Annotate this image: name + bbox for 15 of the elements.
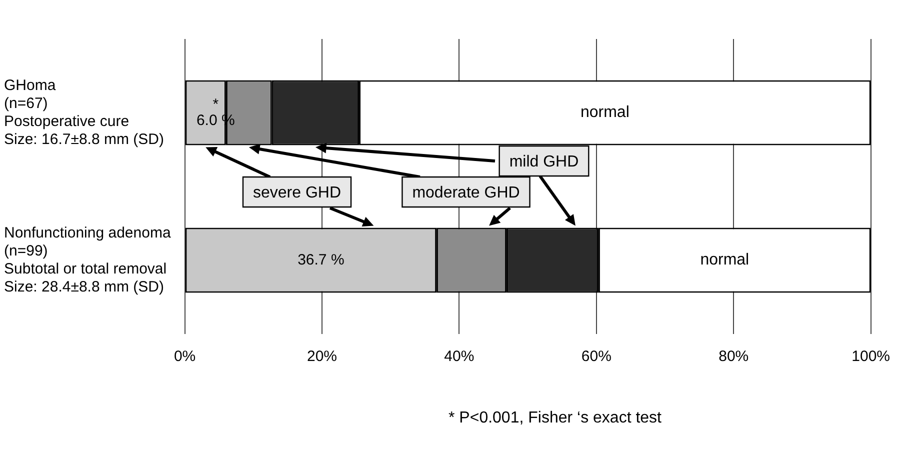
y-tick-label: GHoma (n=67) Postoperative cure Size: 16.7±8.8 mm (SD) (4, 76, 164, 148)
text: mild GHD (509, 153, 579, 170)
series-label: severe GHD (252, 184, 342, 202)
text: * P<0.001, Fisher ‘s exact test (448, 409, 662, 426)
x-tick-label: 80% (718, 348, 749, 366)
y-tick-label: Nonfunctioning adenoma (n=99) Subtotal or total removal Size: 28.4±8.8 mm (SD) (4, 224, 172, 296)
series-label: normal (700, 252, 750, 269)
x-tick-label: 20% (306, 348, 338, 366)
data-label: 36.7 % (298, 251, 344, 268)
x-tick-label: 0% (174, 348, 196, 366)
text: normal (580, 104, 630, 122)
series-label: moderate GHD (412, 184, 520, 202)
x-tick-label: 40% (444, 348, 474, 366)
x-tick-label: 100% (852, 348, 890, 366)
x-tick-label: 60% (581, 348, 612, 366)
